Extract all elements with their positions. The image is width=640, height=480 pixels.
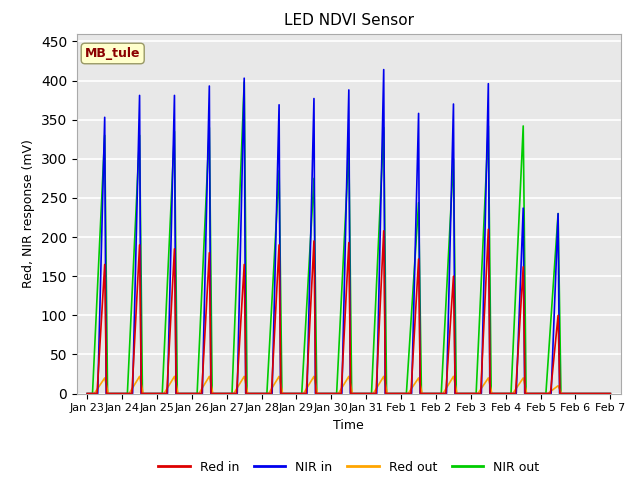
Line: Red in: Red in [87, 229, 611, 394]
Red in [607, 391, 614, 396]
Red out [421, 391, 429, 396]
NIR out [605, 391, 612, 396]
Text: MB_tule: MB_tule [85, 47, 140, 60]
Line: NIR in: NIR in [87, 70, 611, 394]
Red in [190, 391, 198, 396]
Y-axis label: Red, NIR response (mV): Red, NIR response (mV) [22, 139, 35, 288]
NIR in [607, 391, 614, 396]
NIR out [241, 79, 248, 85]
NIR in [605, 391, 612, 396]
Red out [607, 391, 614, 396]
NIR out [190, 391, 198, 396]
Red out [605, 391, 612, 396]
Legend: Red in, NIR in, Red out, NIR out: Red in, NIR in, Red out, NIR out [154, 456, 544, 479]
Red out [83, 391, 91, 396]
Red out [195, 390, 203, 396]
NIR out [279, 391, 287, 396]
Red in [83, 391, 91, 396]
NIR in [83, 391, 91, 396]
Red out [495, 391, 503, 396]
Red in [195, 391, 203, 396]
Red out [136, 373, 143, 379]
NIR out [421, 391, 429, 396]
Line: NIR out: NIR out [87, 82, 611, 394]
NIR in [190, 391, 198, 396]
NIR out [195, 347, 203, 352]
NIR out [607, 391, 614, 396]
NIR in [279, 391, 287, 396]
NIR out [83, 391, 91, 396]
Red in [495, 391, 503, 396]
Red in [279, 391, 287, 396]
NIR in [495, 391, 503, 396]
Line: Red out: Red out [87, 376, 611, 394]
Red in [605, 391, 612, 396]
X-axis label: Time: Time [333, 419, 364, 432]
NIR out [495, 391, 503, 396]
Title: LED NDVI Sensor: LED NDVI Sensor [284, 13, 414, 28]
NIR in [421, 391, 429, 396]
NIR in [380, 67, 388, 72]
Red out [190, 391, 198, 396]
Red out [279, 391, 287, 396]
Red in [484, 227, 492, 232]
Red in [421, 391, 429, 396]
NIR in [195, 391, 203, 396]
